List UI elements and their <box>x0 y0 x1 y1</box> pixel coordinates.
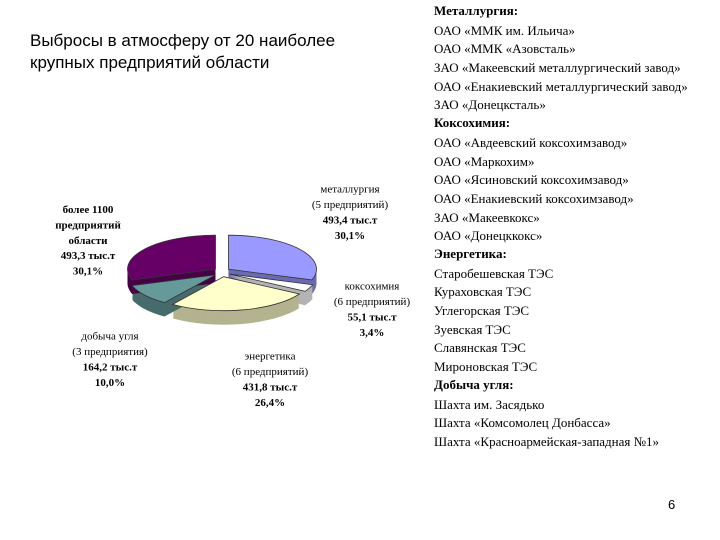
slice-value-label: 55,1 тыс.т <box>347 312 397 324</box>
slice-category: коксохимия <box>345 281 400 293</box>
list-item: Шахта «Комсомолец Донбасса» <box>434 415 611 431</box>
slice-percent-label: 3,4% <box>360 327 385 339</box>
list-item: ОАО «Енакиевский металлургический завод» <box>434 78 688 94</box>
enterprise-list: Металлургия: ОАО «ММК им. Ильича» ОАО «ММК… <box>434 2 696 451</box>
list-item: Мироновская ТЭС <box>434 359 538 375</box>
slice <box>171 276 301 312</box>
slice <box>127 234 216 281</box>
slice-category: металлургия <box>320 184 379 196</box>
slice-subtitle: (3 предприятия) <box>72 346 148 358</box>
slice-percent-label: 30,1% <box>335 230 365 242</box>
list-item: ОАО «Енакиевский коксохимзавод» <box>434 190 634 206</box>
list-item: Шахта им. Засядько <box>434 396 545 412</box>
slice-subtitle: (6 предприятий) <box>232 366 309 378</box>
page-number: 6 <box>668 497 676 512</box>
slice-subtitle: (6 предприятий) <box>334 296 411 308</box>
list-item: Зуевская ТЭС <box>434 321 511 337</box>
list-heading: Энергетика: <box>434 245 507 261</box>
list-item: Углегорская ТЭС <box>434 303 530 319</box>
list-item: ЗАО «Донецксталь» <box>434 97 546 113</box>
slice-category: энергетика <box>245 351 296 363</box>
slice-percent-label: 30,1% <box>73 266 103 278</box>
list-item: ОАО «Донецккокс» <box>434 228 543 244</box>
slice-value-label: 431,8 тыс.т <box>243 382 298 394</box>
list-item: ОАО «Маркохим» <box>434 153 535 169</box>
list-heading: Металлургия: <box>434 3 519 18</box>
list-item: ЗАО «Макеевкокс» <box>434 209 540 225</box>
slice-percent-label: 10,0% <box>95 377 125 389</box>
list-item: ОАО «ММК им. Ильича» <box>434 22 575 38</box>
slice-category: добыча угля <box>81 331 138 343</box>
list-heading: Добыча угля: <box>434 376 514 392</box>
slice <box>229 273 314 292</box>
slice-value-label: 493,4 тыс.т <box>323 215 378 227</box>
list-item: Кураховская ТЭС <box>434 284 532 300</box>
slice <box>131 274 216 303</box>
list-item: ОАО «ММК «Азовсталь» <box>434 41 576 57</box>
slice <box>228 234 317 281</box>
slice-percent-label: 26,4% <box>255 397 285 409</box>
list-item: Старобешевская ТЭС <box>434 265 554 281</box>
list-item: ОАО «Авдеевский коксохимзавод» <box>434 134 628 150</box>
list-item: ЗАО «Макеевский металлургический завод» <box>434 60 681 76</box>
list-item: Шахта «Красноармейская-западная №1» <box>434 433 660 449</box>
slice-value-label: 164,2 тыс.т <box>83 362 138 374</box>
list-heading: Коксохимия: <box>434 115 511 131</box>
slide-title: Выбросы в атмосферу от 20 наиболее крупн… <box>30 31 336 72</box>
slice-category: более 1100 предприятий области <box>55 204 121 247</box>
list-item: Славянская ТЭС <box>434 340 526 356</box>
slice-value-label: 493,3 тыс.т <box>61 250 116 262</box>
list-item: ОАО «Ясиновский коксохимзавод» <box>434 172 629 188</box>
slice-subtitle: (5 предприятий) <box>312 199 389 211</box>
